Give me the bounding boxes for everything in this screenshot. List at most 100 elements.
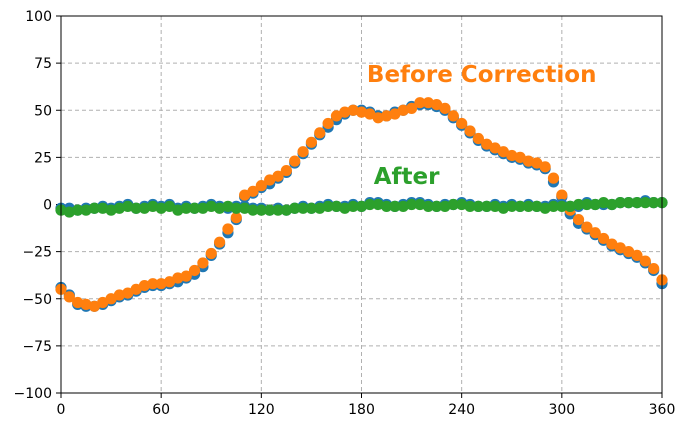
series-1-point — [556, 189, 568, 201]
series-1-point — [489, 142, 501, 154]
series-1-point — [205, 247, 217, 260]
series-3-point — [539, 202, 551, 214]
series-3-point — [439, 200, 451, 212]
series-3-point — [422, 200, 434, 212]
series-3-point — [97, 202, 109, 214]
series-1-point — [88, 300, 100, 312]
series-1-point — [581, 221, 593, 233]
series-1-point — [197, 257, 209, 269]
series-1-point — [456, 117, 468, 130]
x-tick-label: 240 — [448, 402, 475, 418]
series-1-point — [163, 276, 176, 288]
annotations: Before Correction After — [367, 62, 597, 190]
series-1-point — [506, 149, 518, 162]
series-1-point — [464, 125, 476, 137]
series-3-point — [572, 198, 585, 211]
y-tick-label: −100 — [14, 386, 52, 402]
series-1-point — [389, 108, 401, 120]
series-3-point — [414, 198, 426, 211]
series-3-point — [497, 202, 510, 214]
series-1-point — [330, 110, 343, 122]
series-3-point — [155, 202, 167, 214]
x-tick-label: 300 — [548, 402, 575, 418]
series-1-point — [355, 106, 368, 118]
series-3-point — [130, 202, 142, 214]
series-1-point — [431, 98, 443, 111]
series-1-point — [539, 161, 551, 173]
series-1-point — [230, 212, 242, 224]
series-1-point — [97, 296, 109, 309]
series-1-point — [264, 174, 276, 186]
series-3-point — [623, 197, 635, 209]
series-1-point — [648, 262, 660, 275]
series-3-point — [138, 202, 151, 214]
series-1-point — [172, 272, 184, 284]
series-1-point — [155, 278, 167, 290]
series-1-point — [222, 223, 234, 235]
series-1-point — [372, 112, 384, 124]
series-3-point — [556, 200, 568, 212]
y-tick-label: 75 — [34, 56, 52, 72]
series-3-point — [255, 204, 267, 216]
series-1-point — [380, 110, 393, 122]
y-tick-label: 0 — [43, 198, 52, 214]
series-1-point — [514, 151, 526, 163]
series-3-point — [172, 204, 184, 216]
series-3-point — [639, 197, 651, 209]
series-1-point — [297, 146, 309, 158]
series-1-point — [105, 293, 117, 305]
series-1-point — [255, 180, 267, 192]
series-1-point — [606, 238, 618, 250]
y-tick-label: −25 — [22, 245, 52, 261]
series-1-point — [63, 291, 75, 303]
annotation-after: After — [374, 164, 440, 190]
series-1-point — [339, 106, 351, 118]
y-tick-label: 50 — [34, 103, 52, 119]
x-tick-label: 0 — [57, 402, 66, 418]
series-1-point — [522, 155, 535, 167]
axis-ticks: 0 60 120 180 240 300 360 −100 −75 −50 −25 0 25 50 75 10… — [14, 9, 676, 418]
series-1-point — [422, 97, 434, 109]
series-1-point — [572, 213, 585, 226]
series-1-point — [439, 102, 451, 114]
series-1-point — [272, 170, 284, 182]
series-3-point — [447, 198, 459, 211]
series-1-point — [138, 279, 151, 292]
series-3-point — [456, 198, 468, 211]
annotation-before-correction: Before Correction — [367, 62, 597, 88]
series-1-point — [639, 255, 651, 267]
series-3-point — [397, 200, 409, 212]
series-3-point — [589, 198, 601, 211]
series-1-point — [405, 102, 418, 114]
series-1-point — [481, 138, 493, 150]
series-1-point — [597, 232, 610, 245]
series-3-point — [105, 204, 117, 216]
series-1-point — [180, 270, 192, 282]
series-3-point — [606, 198, 618, 211]
series-3-point — [113, 202, 126, 214]
series-3-point — [631, 197, 643, 209]
series-1-point — [547, 172, 560, 184]
series-1-point — [289, 155, 301, 167]
series-3-point — [614, 197, 626, 209]
series-1-point — [497, 146, 510, 158]
series-3-point — [339, 202, 351, 214]
series-1-point — [631, 249, 643, 261]
series-3-point — [581, 198, 593, 211]
series-1-point — [414, 97, 426, 109]
series-3-point — [597, 197, 610, 209]
series-3-point — [264, 204, 276, 216]
y-tick-label: −50 — [22, 292, 52, 308]
series-1-point — [72, 296, 84, 309]
series-1-point — [113, 289, 126, 301]
series-3-point — [464, 200, 476, 212]
series-3-point — [389, 200, 401, 212]
series-1-point — [213, 236, 226, 248]
series-1-point — [188, 264, 201, 277]
series-3-point — [648, 197, 660, 209]
series-3-point — [405, 198, 418, 211]
before-correction-points — [55, 97, 668, 312]
series-3-point — [472, 200, 484, 212]
series-3-point — [481, 200, 493, 212]
series-1-point — [589, 227, 601, 239]
